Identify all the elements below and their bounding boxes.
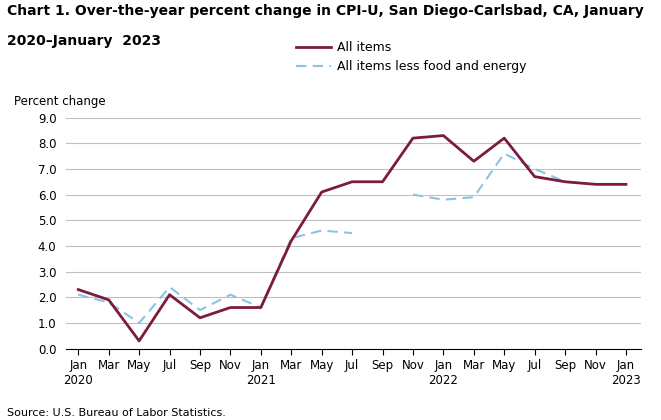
All items bbox=[196, 315, 204, 320]
All items less food and energy bbox=[196, 307, 204, 312]
All items less food and energy bbox=[440, 197, 447, 202]
All items less food and energy bbox=[288, 236, 295, 241]
All items bbox=[531, 174, 539, 179]
Text: Chart 1. Over-the-year percent change in CPI-U, San Diego-Carlsbad, CA, January: Chart 1. Over-the-year percent change in… bbox=[7, 4, 643, 18]
All items bbox=[135, 339, 143, 344]
All items bbox=[227, 305, 235, 310]
All items less food and energy bbox=[166, 284, 174, 289]
Text: Percent change: Percent change bbox=[15, 95, 106, 108]
All items less food and energy bbox=[348, 231, 356, 236]
All items less food and energy bbox=[318, 228, 326, 233]
All items bbox=[622, 182, 630, 187]
All items bbox=[440, 133, 447, 138]
All items bbox=[74, 287, 82, 292]
All items bbox=[288, 238, 295, 243]
All items less food and energy bbox=[104, 300, 112, 305]
All items less food and energy bbox=[135, 320, 143, 326]
All items less food and energy bbox=[409, 192, 417, 197]
All items bbox=[561, 179, 569, 184]
All items bbox=[500, 136, 508, 141]
All items less food and energy bbox=[500, 151, 508, 156]
All items less food and energy bbox=[74, 292, 82, 297]
All items bbox=[318, 189, 326, 194]
All items less food and energy bbox=[257, 305, 265, 310]
Text: Source: U.S. Bureau of Labor Statistics.: Source: U.S. Bureau of Labor Statistics. bbox=[7, 408, 225, 418]
All items less food and energy bbox=[561, 179, 569, 184]
Text: 2020–January  2023: 2020–January 2023 bbox=[7, 34, 161, 47]
All items bbox=[409, 136, 417, 141]
All items bbox=[470, 159, 478, 164]
All items less food and energy bbox=[470, 194, 478, 200]
Line: All items: All items bbox=[78, 136, 626, 341]
All items bbox=[379, 179, 387, 184]
All items bbox=[592, 182, 600, 187]
All items bbox=[348, 179, 356, 184]
Line: All items less food and energy: All items less food and energy bbox=[78, 154, 626, 323]
All items bbox=[166, 292, 174, 297]
All items less food and energy bbox=[622, 182, 630, 187]
Legend: All items, All items less food and energy: All items, All items less food and energ… bbox=[291, 36, 531, 78]
All items less food and energy bbox=[531, 166, 539, 171]
All items less food and energy bbox=[227, 292, 235, 297]
All items bbox=[104, 297, 112, 302]
All items bbox=[257, 305, 265, 310]
